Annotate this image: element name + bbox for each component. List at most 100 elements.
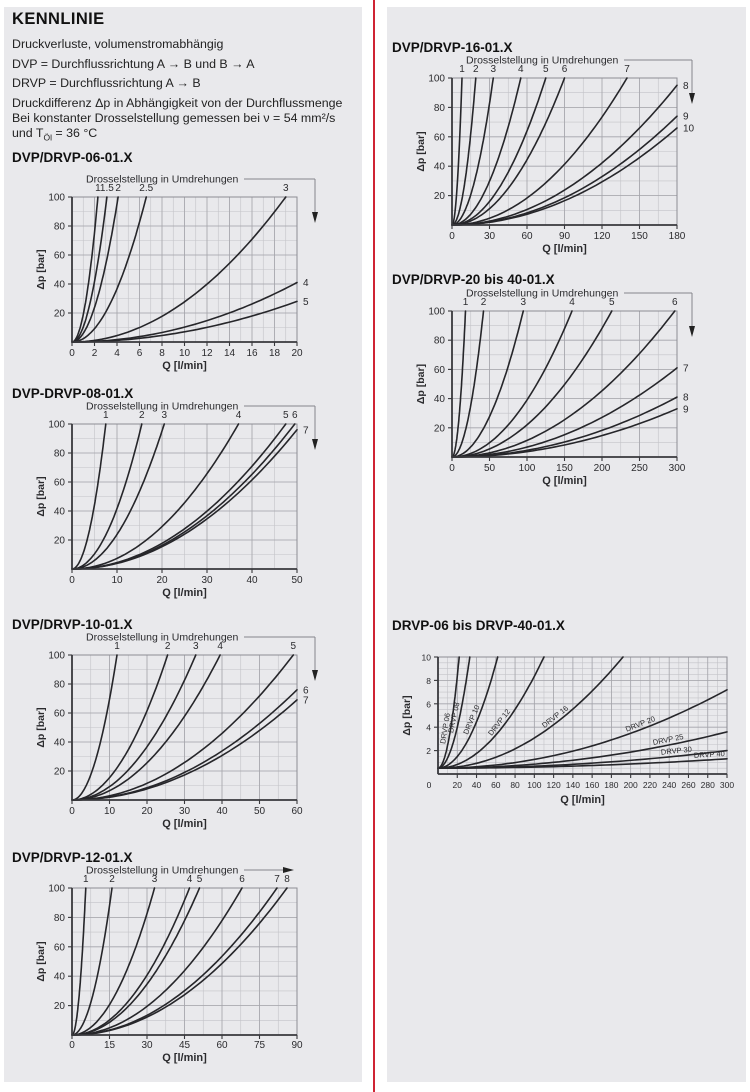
svg-text:1: 1: [103, 410, 109, 421]
svg-text:2: 2: [109, 874, 115, 885]
svg-text:150: 150: [631, 231, 648, 242]
svg-text:4: 4: [518, 64, 524, 75]
curve: [71, 887, 288, 1036]
svg-text:Drosselstellung in Umdrehungen: Drosselstellung in Umdrehungen: [86, 401, 238, 413]
svg-text:10: 10: [422, 653, 432, 663]
svg-text:30: 30: [179, 806, 191, 817]
svg-text:7: 7: [303, 425, 309, 436]
svg-text:50: 50: [484, 463, 496, 474]
y-tick-labels: 20 40 60 80 100: [428, 74, 445, 203]
curve: [451, 77, 463, 226]
curve: [71, 654, 221, 801]
y-tick-labels: 20 40 60 80 100: [48, 420, 65, 547]
svg-text:Drosselstellung in Umdrehungen: Drosselstellung in Umdrehungen: [466, 288, 618, 300]
y-axis-label: Δp [bar]: [401, 695, 413, 735]
svg-text:7: 7: [303, 695, 309, 706]
svg-text:20: 20: [156, 575, 168, 586]
svg-text:250: 250: [631, 463, 648, 474]
svg-text:60: 60: [216, 1040, 228, 1051]
svg-text:80: 80: [434, 336, 446, 347]
x-tick-labels: 0 10 20 30 40 50: [69, 575, 303, 586]
legend: Drosselstellung in Umdrehungen: [86, 401, 318, 450]
tick-marks: [68, 887, 298, 1039]
svg-text:1: 1: [95, 183, 101, 194]
svg-text:6: 6: [672, 297, 678, 308]
svg-text:0: 0: [69, 1040, 75, 1051]
svg-text:5: 5: [543, 64, 549, 75]
svg-text:40: 40: [54, 738, 66, 749]
svg-text:DRVP 16: DRVP 16: [540, 704, 570, 730]
svg-text:4: 4: [217, 641, 223, 652]
svg-text:60: 60: [54, 942, 66, 953]
svg-text:DRVP 30: DRVP 30: [660, 745, 692, 757]
svg-text:90: 90: [291, 1040, 303, 1051]
svg-text:5: 5: [290, 641, 296, 652]
svg-text:200: 200: [624, 780, 638, 790]
intro-line: DVP = Durchflussrichtung A → B und B → A: [12, 56, 255, 71]
svg-text:100: 100: [428, 307, 445, 318]
svg-text:120: 120: [594, 231, 611, 242]
svg-text:3: 3: [152, 874, 158, 885]
curve-labels: 1 2 3 4 5 6 7 89: [463, 297, 689, 415]
svg-text:10: 10: [683, 123, 695, 134]
svg-text:2.5: 2.5: [139, 183, 153, 194]
svg-text:2: 2: [115, 183, 121, 194]
chart-title: DVP/DRVP-16-01.X: [392, 40, 513, 55]
svg-text:2: 2: [481, 297, 487, 308]
x-tick-labels: 0 10 20 30 40 50 60: [69, 806, 303, 817]
curve: [71, 887, 201, 1036]
curve: [451, 310, 573, 458]
svg-text:15: 15: [104, 1040, 116, 1051]
y-tick-labels: 2 4 6 8 10: [422, 653, 432, 757]
svg-text:5: 5: [197, 874, 203, 885]
svg-text:40: 40: [216, 806, 228, 817]
svg-text:100: 100: [48, 651, 65, 662]
svg-text:0: 0: [449, 231, 455, 242]
curve: [71, 887, 243, 1036]
svg-text:3: 3: [520, 297, 526, 308]
legend: Drosselstellung in Umdrehungen: [86, 865, 294, 877]
svg-text:7: 7: [274, 874, 280, 885]
svg-text:300: 300: [669, 463, 686, 474]
x-axis-label: Q [l/min]: [162, 360, 207, 372]
svg-text:4: 4: [303, 278, 309, 289]
svg-text:9: 9: [683, 112, 689, 123]
curve: [71, 196, 108, 343]
curve: [437, 656, 460, 769]
svg-text:1: 1: [463, 297, 469, 308]
y-axis-label: Δp [bar]: [415, 131, 427, 171]
curves: [437, 656, 728, 769]
curves: [451, 310, 678, 458]
intro-line: Druckdifferenz Δp in Abhängigkeit von de…: [12, 95, 343, 110]
curve: [451, 77, 566, 226]
svg-text:DRVP 10: DRVP 10: [461, 704, 481, 736]
x-axis-label: Q [l/min]: [162, 1052, 207, 1064]
svg-text:0: 0: [449, 463, 455, 474]
legend: Drosselstellung in Umdrehungen: [86, 632, 318, 681]
legend: Drosselstellung in Umdrehungen: [86, 174, 318, 223]
chart-drvp-06-bis-40: DRVP-06 bis DRVP-40-01.X 2 4 6 8 10 20 40 60 80 1…: [386, 618, 750, 819]
svg-text:4: 4: [114, 348, 120, 359]
x-tick-labels: 0 15 30 45 60 75 90: [69, 1040, 303, 1051]
curve: [451, 310, 676, 458]
plot-grid: [72, 887, 298, 1035]
legend-arrow-down-icon: [312, 670, 318, 681]
svg-text:1: 1: [459, 64, 465, 75]
axes: [437, 657, 727, 775]
svg-text:20: 20: [54, 309, 66, 320]
curve: [71, 887, 87, 1036]
curve: [437, 656, 545, 769]
curve: [451, 77, 522, 226]
curve: [451, 310, 525, 458]
column-divider: [362, 0, 387, 1092]
svg-text:40: 40: [54, 972, 66, 983]
svg-text:60: 60: [54, 251, 66, 262]
curve: [71, 196, 287, 343]
svg-text:80: 80: [510, 780, 520, 790]
svg-text:40: 40: [434, 394, 446, 405]
tick-marks: [434, 656, 728, 778]
svg-text:300: 300: [720, 780, 734, 790]
curve: [451, 127, 678, 226]
intro-line: Bei konstanter Drosselstellung gemessen …: [12, 110, 336, 125]
